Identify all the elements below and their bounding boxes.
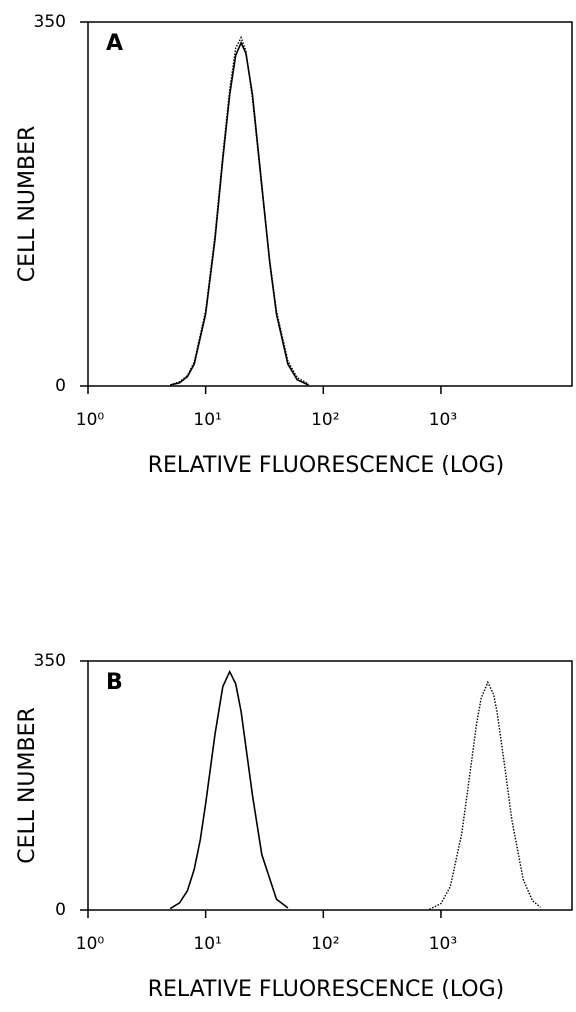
x-axis-label: RELATIVE FLUORESCENCE (LOG) bbox=[148, 977, 505, 1002]
y-tick-label: 350 bbox=[34, 651, 66, 671]
y-tick-label: 0 bbox=[55, 900, 66, 920]
y-tick-label: 0 bbox=[55, 376, 66, 396]
y-tick-label: 350 bbox=[34, 12, 66, 32]
x-tick-label: 10¹ bbox=[193, 934, 221, 954]
plot-frame bbox=[87, 21, 573, 387]
x-tick-label: 10² bbox=[311, 410, 339, 430]
plot-frame bbox=[87, 660, 573, 911]
histogram-line bbox=[169, 669, 289, 910]
histogram-line bbox=[429, 680, 541, 910]
x-tick-label: 10⁰ bbox=[76, 410, 105, 430]
y-axis-label: CELL NUMBER bbox=[15, 126, 40, 283]
x-axis-label: RELATIVE FLUORESCENCE (LOG) bbox=[148, 453, 505, 478]
x-tick-label: 10³ bbox=[429, 410, 457, 430]
y-axis-label: CELL NUMBER bbox=[15, 707, 40, 864]
x-tick-label: 10⁰ bbox=[76, 934, 105, 954]
panel-label: A bbox=[106, 31, 123, 56]
x-tick-label: 10¹ bbox=[193, 410, 221, 430]
panel-label: B bbox=[106, 670, 123, 695]
histogram-line bbox=[169, 35, 309, 386]
histogram-line bbox=[170, 40, 309, 386]
x-tick-label: 10² bbox=[311, 934, 339, 954]
x-tick-label: 10³ bbox=[429, 934, 457, 954]
